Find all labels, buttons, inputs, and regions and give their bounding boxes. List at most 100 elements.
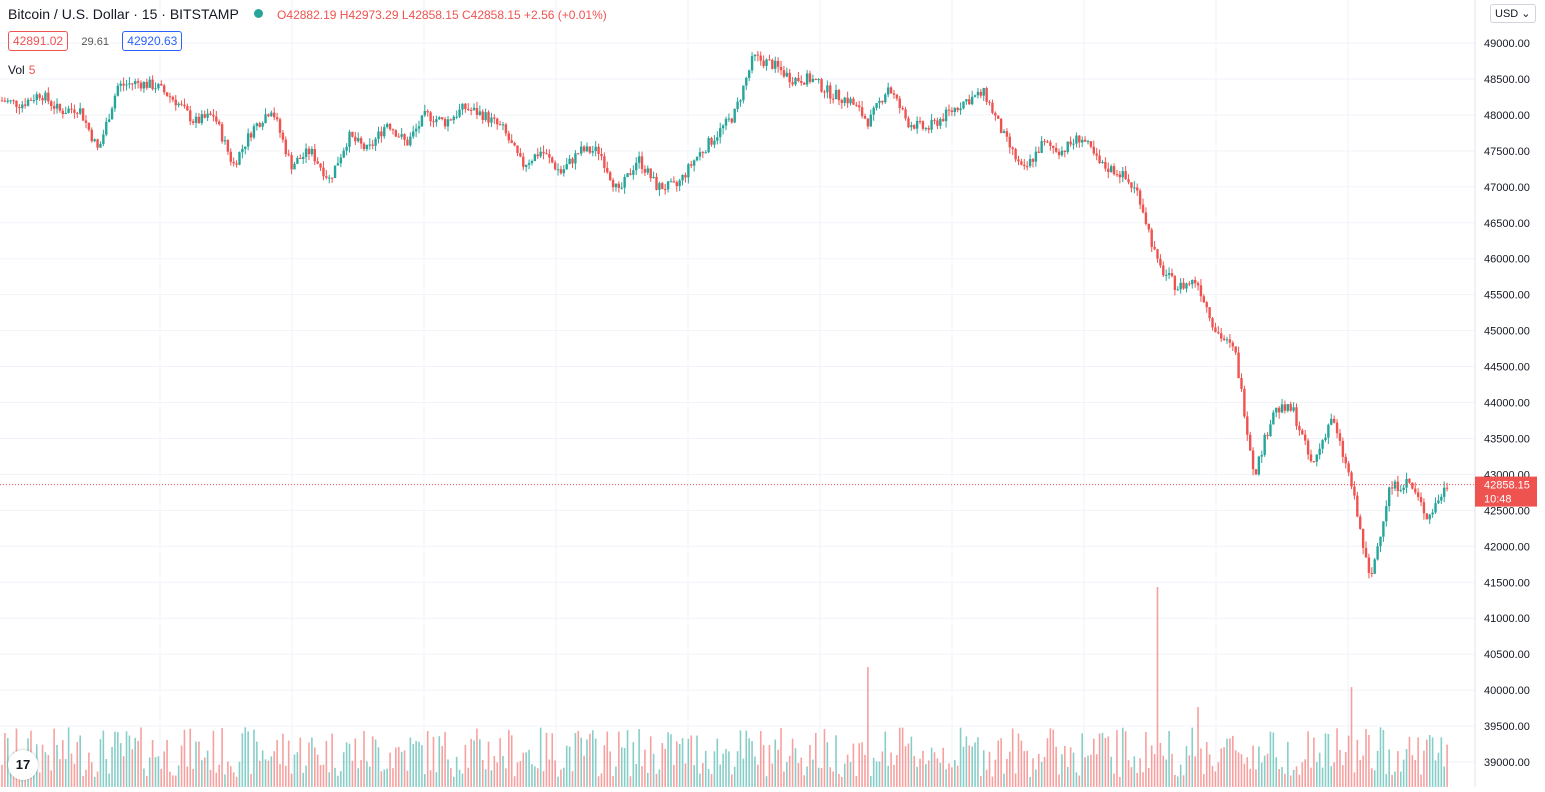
volume-bar bbox=[864, 754, 866, 787]
volume-bar bbox=[1298, 774, 1301, 787]
candle-body bbox=[1437, 500, 1440, 504]
candle-body bbox=[791, 82, 794, 85]
volume-bar bbox=[554, 760, 556, 787]
candle-body bbox=[67, 108, 70, 113]
candle-body bbox=[687, 164, 690, 178]
candle-body bbox=[924, 127, 928, 129]
volume-bar bbox=[1090, 754, 1092, 787]
candle-body bbox=[154, 88, 157, 90]
candle-body bbox=[860, 107, 864, 116]
candle-body bbox=[1063, 150, 1067, 152]
volume-bar bbox=[247, 731, 249, 787]
volume-bar bbox=[38, 772, 41, 787]
volume-bar bbox=[319, 765, 322, 787]
candle-body bbox=[119, 83, 122, 86]
candle-body bbox=[403, 134, 406, 140]
candle-body bbox=[811, 78, 815, 82]
candle-body bbox=[90, 129, 93, 142]
volume-bar bbox=[927, 760, 930, 787]
volume-bar bbox=[1043, 757, 1046, 787]
candle-body bbox=[1049, 142, 1052, 146]
candle-body bbox=[692, 160, 696, 166]
volume-bar bbox=[1037, 753, 1040, 787]
candle-body bbox=[568, 158, 571, 165]
volume-bar bbox=[270, 756, 273, 787]
candle-body bbox=[1185, 283, 1188, 289]
bid-ask-row: 42891.02 29.61 42920.63 bbox=[8, 31, 183, 51]
volume-bar bbox=[710, 773, 713, 787]
volume-bar bbox=[1417, 737, 1419, 787]
volume-bar bbox=[551, 733, 554, 787]
chart-legend: Bitcoin / U.S. Dollar · 15 · BITSTAMP O4… bbox=[8, 6, 607, 22]
candle-body bbox=[61, 110, 65, 115]
volume-bar bbox=[1136, 772, 1139, 787]
volume-bar bbox=[875, 761, 878, 787]
candle-body bbox=[362, 143, 366, 150]
volume-bar bbox=[800, 757, 803, 787]
candle-body bbox=[884, 94, 887, 103]
volume-bar bbox=[73, 763, 76, 787]
volume-bar bbox=[977, 737, 979, 787]
candle-body bbox=[944, 109, 948, 122]
candle-body bbox=[597, 146, 600, 154]
candle-body bbox=[1167, 273, 1171, 275]
candle-body bbox=[275, 117, 279, 120]
volume-bar bbox=[285, 765, 287, 787]
volume-bar bbox=[829, 767, 832, 787]
spread-value: 29.61 bbox=[81, 36, 109, 48]
candle-body bbox=[704, 152, 707, 154]
volume-bar bbox=[1026, 750, 1028, 787]
volume-bar bbox=[890, 752, 892, 787]
candle-body bbox=[1028, 159, 1032, 167]
volume-bar bbox=[1310, 767, 1312, 787]
candle-body bbox=[1164, 274, 1168, 276]
volume-bar bbox=[316, 754, 319, 787]
volume-legend[interactable]: Vol 5 bbox=[8, 63, 35, 77]
candle-body bbox=[110, 108, 114, 120]
symbol-title[interactable]: Bitcoin / U.S. Dollar · 15 · BITSTAMP bbox=[8, 6, 239, 22]
currency-dropdown[interactable]: USD ⌄ bbox=[1490, 4, 1536, 23]
volume-bar bbox=[311, 737, 313, 787]
volume-bar bbox=[1260, 762, 1263, 787]
volume-bar bbox=[79, 735, 81, 787]
candle-body bbox=[304, 148, 308, 157]
volume-bar bbox=[644, 749, 646, 787]
candle-body bbox=[252, 126, 256, 138]
volume-bar bbox=[1353, 772, 1356, 787]
candle-body bbox=[1272, 412, 1275, 425]
candle-body bbox=[577, 153, 580, 155]
volume-bar bbox=[253, 729, 255, 787]
price-tick-label: 44500.00 bbox=[1484, 362, 1530, 374]
sell-price-button[interactable]: 42891.02 bbox=[8, 31, 69, 51]
candle-body bbox=[1263, 434, 1266, 456]
buy-price-button[interactable]: 42920.63 bbox=[122, 31, 183, 51]
candle-body bbox=[1414, 488, 1417, 493]
volume-bar bbox=[1269, 731, 1272, 787]
volume-bar bbox=[1072, 752, 1075, 787]
volume-bar bbox=[1347, 735, 1350, 787]
candle-body bbox=[423, 111, 427, 116]
candle-body bbox=[1040, 141, 1043, 153]
candle-body bbox=[921, 121, 925, 129]
candle-body bbox=[1231, 342, 1234, 347]
volume-bar bbox=[76, 742, 79, 787]
volume-bar bbox=[102, 730, 105, 787]
candle-body bbox=[907, 118, 910, 128]
candle-body bbox=[915, 120, 919, 129]
candle-body bbox=[658, 183, 661, 190]
volume-bar bbox=[302, 772, 304, 787]
volume-bar bbox=[209, 769, 212, 787]
candle-body bbox=[756, 54, 760, 56]
candle-body bbox=[797, 77, 800, 82]
candle-body bbox=[1408, 478, 1411, 483]
volume-bar bbox=[574, 733, 577, 787]
candle-body bbox=[1150, 229, 1153, 247]
volume-bar bbox=[111, 746, 113, 787]
volume-bar bbox=[458, 769, 461, 787]
candle-body bbox=[849, 98, 852, 104]
candle-body bbox=[663, 189, 667, 191]
tradingview-logo-icon[interactable]: 17 bbox=[8, 750, 38, 780]
volume-bar bbox=[922, 750, 924, 787]
